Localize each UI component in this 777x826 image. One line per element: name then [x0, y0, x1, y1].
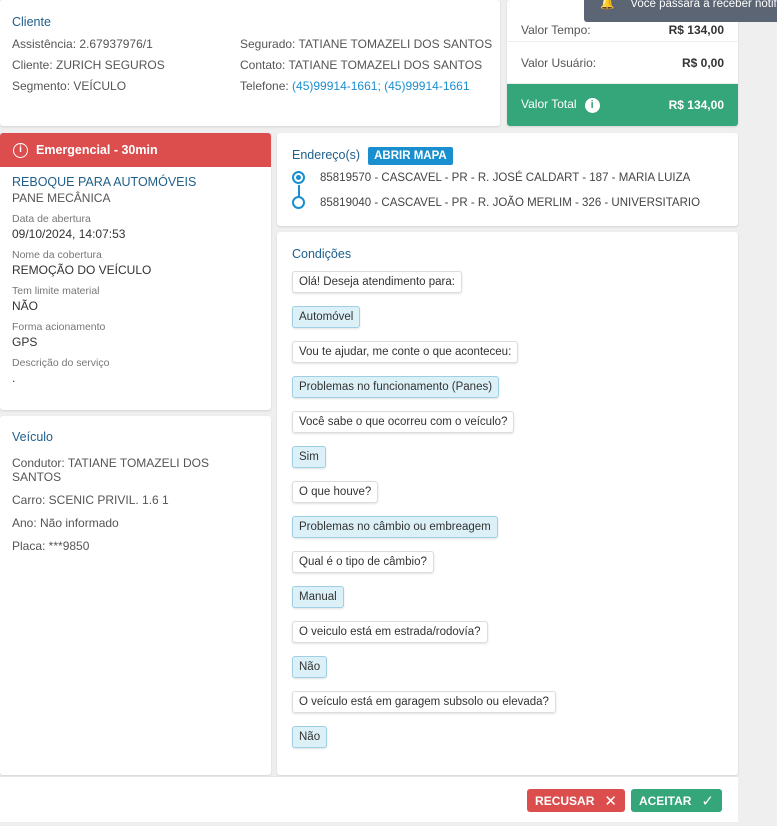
telefone-link[interactable]: (45)99914-1661; (45)99914-1661 — [292, 79, 470, 93]
data-value: 09/10/2024, 14:07:53 — [12, 227, 126, 241]
recusar-button[interactable]: RECUSAR ✕ — [527, 789, 625, 812]
descricao-label: Descrição do serviço — [12, 357, 110, 369]
destination-marker-icon — [292, 196, 305, 209]
answer-bubble: Automóvel — [292, 306, 361, 328]
forma-label: Forma acionamento — [12, 321, 106, 333]
conditions-title: Condições — [292, 247, 352, 261]
vehicle-card: Veículo Condutor: TATIANE TOMAZELI DOS S… — [0, 416, 271, 775]
answer-bubble: Não — [292, 656, 328, 678]
question-bubble: Vou te ajudar, me conte o que aconteceu: — [292, 341, 519, 363]
close-icon: ✕ — [604, 792, 617, 810]
ano: Ano: Não informado — [12, 516, 119, 530]
address-title: Endereço(s) — [292, 148, 361, 162]
conditions-chat: Olá! Deseja atendimento para: Automóvel Vo… — [292, 271, 723, 748]
toast-text: Você passará a receber notificações — [630, 0, 777, 10]
contato: Contato: TATIANE TOMAZELI DOS SANTOS — [240, 58, 483, 72]
service-subtype: PANE MECÂNICA — [12, 191, 111, 205]
address-text: 85819040 - CASCAVEL - PR - R. JOÃO MERLI… — [320, 196, 701, 209]
address-item: 85819570 - CASCAVEL - PR - R. JOSÉ CALDA… — [292, 171, 723, 197]
info-icon[interactable]: i — [584, 98, 600, 113]
forma-value: GPS — [12, 335, 38, 349]
client-title: Cliente — [12, 15, 51, 29]
carro: Carro: SCENIC PRIVIL. 1.6 1 — [12, 493, 169, 507]
condutor: Condutor: TATIANE TOMAZELI DOS SANTOS — [12, 456, 209, 484]
answer-bubble: Problemas no câmbio ou embreagem — [292, 516, 498, 538]
recusar-label: RECUSAR — [535, 793, 595, 808]
segmento: Segmento: VEÍCULO — [12, 79, 127, 93]
address-item: 85819040 - CASCAVEL - PR - R. JOÃO MERLI… — [292, 196, 723, 209]
footer-bar: RECUSAR ✕ ACEITAR ✓ — [0, 776, 738, 822]
question-bubble: O veículo está em garagem subsolo ou ele… — [292, 691, 556, 713]
cobertura-label: Nome da cobertura — [12, 249, 102, 261]
service-type: REBOQUE PARA AUTOMÓVEIS — [12, 175, 197, 189]
valor-total-label: Valor Total — [521, 97, 577, 111]
placa: Placa: ***9850 — [12, 539, 90, 553]
emergency-text: Emergencial - 30min — [36, 143, 158, 157]
limite-value: NÃO — [12, 299, 39, 313]
question-bubble: O veiculo está em estrada/rodovía? — [292, 621, 488, 643]
bell-icon: 🔔 — [600, 0, 615, 10]
vehicle-title: Veículo — [12, 430, 54, 444]
open-map-button[interactable]: ABRIR MAPA — [368, 147, 453, 165]
answer-bubble: Não — [292, 726, 328, 748]
route-line — [298, 185, 300, 197]
conditions-card: Condições Olá! Deseja atendimento para: A… — [277, 232, 738, 775]
answer-bubble: Sim — [292, 446, 326, 468]
valor-tempo-label: Valor Tempo: — [521, 23, 591, 37]
answer-bubble: Manual — [292, 586, 344, 608]
alert-icon: i — [13, 142, 28, 158]
notification-toast[interactable]: 🔔 Você passará a receber notificações — [584, 0, 777, 22]
address-card: Endereço(s) ABRIR MAPA 85819570 - CASCAVE… — [277, 133, 738, 226]
segurado: Segurado: TATIANE TOMAZELI DOS SANTOS — [240, 37, 493, 51]
telefone: Telefone: (45)99914-1661; (45)99914-1661 — [240, 79, 470, 93]
question-bubble: Qual é o tipo de câmbio? — [292, 551, 434, 573]
cobertura-value: REMOÇÃO DO VEÍCULO — [12, 263, 152, 277]
footer-actions: RECUSAR ✕ ACEITAR ✓ — [527, 789, 722, 812]
valor-usuario-label: Valor Usuário: — [521, 55, 597, 70]
valor-tempo: R$ 134,00 — [668, 23, 724, 37]
question-bubble: Olá! Deseja atendimento para: — [292, 271, 462, 293]
cliente-name: Cliente: ZURICH SEGUROS — [12, 58, 165, 72]
emergency-badge: i Emergencial - 30min — [0, 133, 271, 167]
check-icon: ✓ — [701, 792, 714, 810]
telefone-label: Telefone: — [240, 79, 293, 93]
question-bubble: Você sabe o que ocorreu com o veículo? — [292, 411, 515, 433]
valor-usuario: R$ 0,00 — [681, 55, 724, 70]
limite-label: Tem limite material — [12, 285, 100, 297]
data-label: Data de abertura — [12, 213, 91, 225]
aceitar-label: ACEITAR — [638, 793, 692, 808]
origin-marker-icon — [292, 171, 305, 184]
aceitar-button[interactable]: ACEITAR ✓ — [630, 789, 722, 812]
valor-total: R$ 134,00 — [668, 98, 724, 112]
client-card: Cliente Assistência: 2.67937976/1 Client… — [0, 0, 500, 126]
question-bubble: O que houve? — [292, 481, 379, 503]
address-text: 85819570 - CASCAVEL - PR - R. JOSÉ CALDA… — [320, 171, 691, 184]
descricao-value: . — [12, 371, 16, 385]
assistencia: Assistência: 2.67937976/1 — [12, 37, 153, 51]
answer-bubble: Problemas no funcionamento (Panes) — [292, 376, 500, 398]
service-card: i Emergencial - 30min REBOQUE PARA AUTOMÓ… — [0, 133, 271, 410]
